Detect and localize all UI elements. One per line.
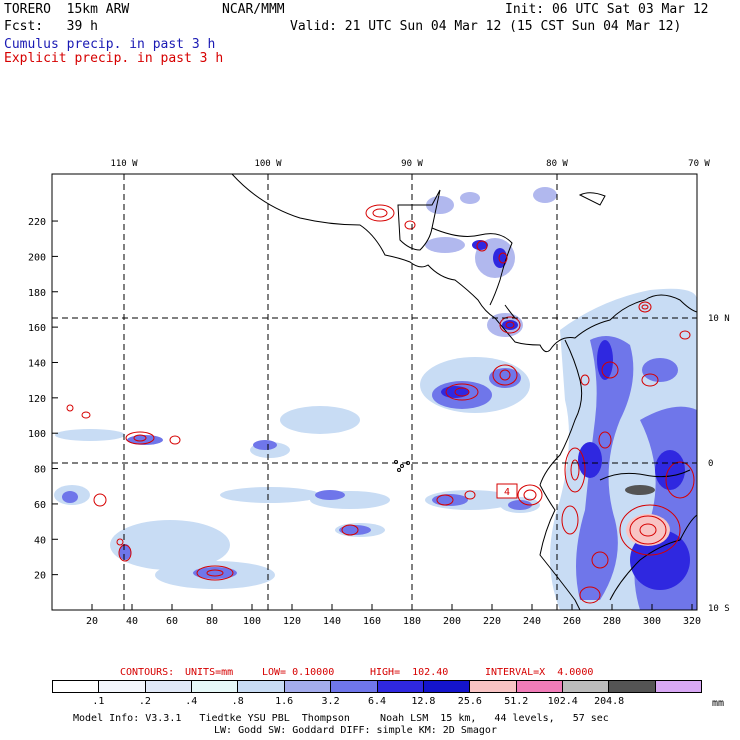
init-time: Init: 06 UTC Sat 03 Mar 12 [505, 2, 709, 17]
x-tick-label: 120 [283, 616, 301, 627]
y-tick-label: 220 [28, 217, 46, 228]
x-tick-label: 200 [443, 616, 461, 627]
color-legend [52, 680, 702, 693]
model-info-line1: Model Info: V3.3.1 Tiedtke YSU PBL Thomp… [73, 713, 609, 724]
legend-level-label: 12.8 [411, 696, 436, 707]
lon-label-90w: 90 W [401, 159, 423, 169]
x-tick-label: 280 [603, 616, 621, 627]
legend-level-label: .8 [231, 696, 244, 707]
x-tick-label: 80 [206, 616, 218, 627]
x-tick-label: 60 [166, 616, 178, 627]
lat-label-10s: 10 S [708, 604, 730, 614]
legend-swatch [655, 681, 702, 692]
legend-swatch [145, 681, 193, 692]
x-tick-label: 240 [523, 616, 541, 627]
x-tick-label: 40 [126, 616, 138, 627]
legend-swatch [284, 681, 332, 692]
x-tick-label: 20 [86, 616, 98, 627]
legend-swatch [470, 681, 517, 692]
interval-label: INTERVAL=X 4.0000 [485, 667, 594, 678]
lat-label-0: 0 [708, 459, 713, 469]
y-tick-label: 200 [28, 252, 46, 263]
explicit-field-label: Explicit precip. in past 3 h [4, 51, 224, 66]
legend-level-label: .2 [138, 696, 151, 707]
precip-shading [54, 187, 697, 610]
y-tick-label: 100 [28, 429, 46, 440]
legend-level-label: .1 [92, 696, 105, 707]
x-tick-label: 100 [243, 616, 261, 627]
lon-label-70w: 70 W [688, 159, 710, 169]
legend-level-label: 51.2 [504, 696, 529, 707]
lon-label-110w: 110 W [110, 159, 138, 169]
x-tick-label: 300 [643, 616, 661, 627]
legend-swatch [609, 681, 656, 692]
y-tick-label: 60 [34, 500, 46, 511]
lon-label-100w: 100 W [254, 159, 282, 169]
contours-label: CONTOURS: [120, 667, 175, 678]
cumulus-field-label: Cumulus precip. in past 3 h [4, 37, 216, 52]
x-tick-label: 320 [683, 616, 701, 627]
legend-swatch [53, 681, 100, 692]
legend-swatch [99, 681, 146, 692]
x-tick-label: 160 [363, 616, 381, 627]
y-tick-label: 180 [28, 288, 46, 299]
legend-swatch [423, 681, 471, 692]
y-tick-label: 160 [28, 323, 46, 334]
x-tick-label: 180 [403, 616, 421, 627]
legend-swatch [562, 681, 610, 692]
model-title: TORERO 15km ARW [4, 2, 130, 17]
valid-time: Valid: 21 UTC Sun 04 Mar 12 (15 CST Sun … [290, 19, 682, 34]
legend-level-label: 204.8 [594, 696, 625, 707]
high-label: HIGH= 102.40 [370, 667, 449, 678]
lon-label-80w: 80 W [546, 159, 568, 169]
legend-level-label: .4 [185, 696, 198, 707]
forecast-hour: Fcst: 39 h [4, 19, 98, 34]
legend-swatch [192, 681, 239, 692]
low-label: LOW= 0.10000 [262, 667, 335, 678]
legend-level-label: 3.2 [321, 696, 340, 707]
units-label: UNITS=mm [185, 667, 234, 678]
legend-swatch [331, 681, 378, 692]
x-tick-label: 140 [323, 616, 341, 627]
y-tick-label: 120 [28, 394, 46, 405]
legend-unit: mm [712, 698, 725, 709]
y-tick-label: 80 [34, 465, 46, 476]
explicit-precip-contours [66, 204, 695, 604]
legend-swatch [238, 681, 285, 692]
legend-level-label: 6.4 [367, 696, 387, 707]
contour-box-label [496, 483, 518, 499]
x-tick-label: 260 [563, 616, 581, 627]
lat-label-10n: 10 N [708, 314, 730, 324]
y-tick-label: 140 [28, 358, 46, 369]
contour-box-label-text: 4 [504, 487, 510, 498]
legend-swatch [377, 681, 424, 692]
model-info-line2: LW: Godd SW: Goddard DIFF: simple KM: 2D… [214, 725, 497, 736]
map-frame [51, 173, 698, 611]
legend-level-label: 25.6 [457, 696, 482, 707]
y-tick-label: 20 [34, 571, 46, 582]
legend-level-label: 102.4 [547, 696, 578, 707]
legend-swatch [516, 681, 563, 692]
org-label: NCAR/MMM [222, 2, 285, 17]
y-tick-label: 40 [34, 535, 46, 546]
x-tick-label: 220 [483, 616, 501, 627]
latlon-grid [52, 174, 697, 610]
legend-level-label: 1.6 [275, 696, 294, 707]
coastlines [231, 174, 697, 610]
